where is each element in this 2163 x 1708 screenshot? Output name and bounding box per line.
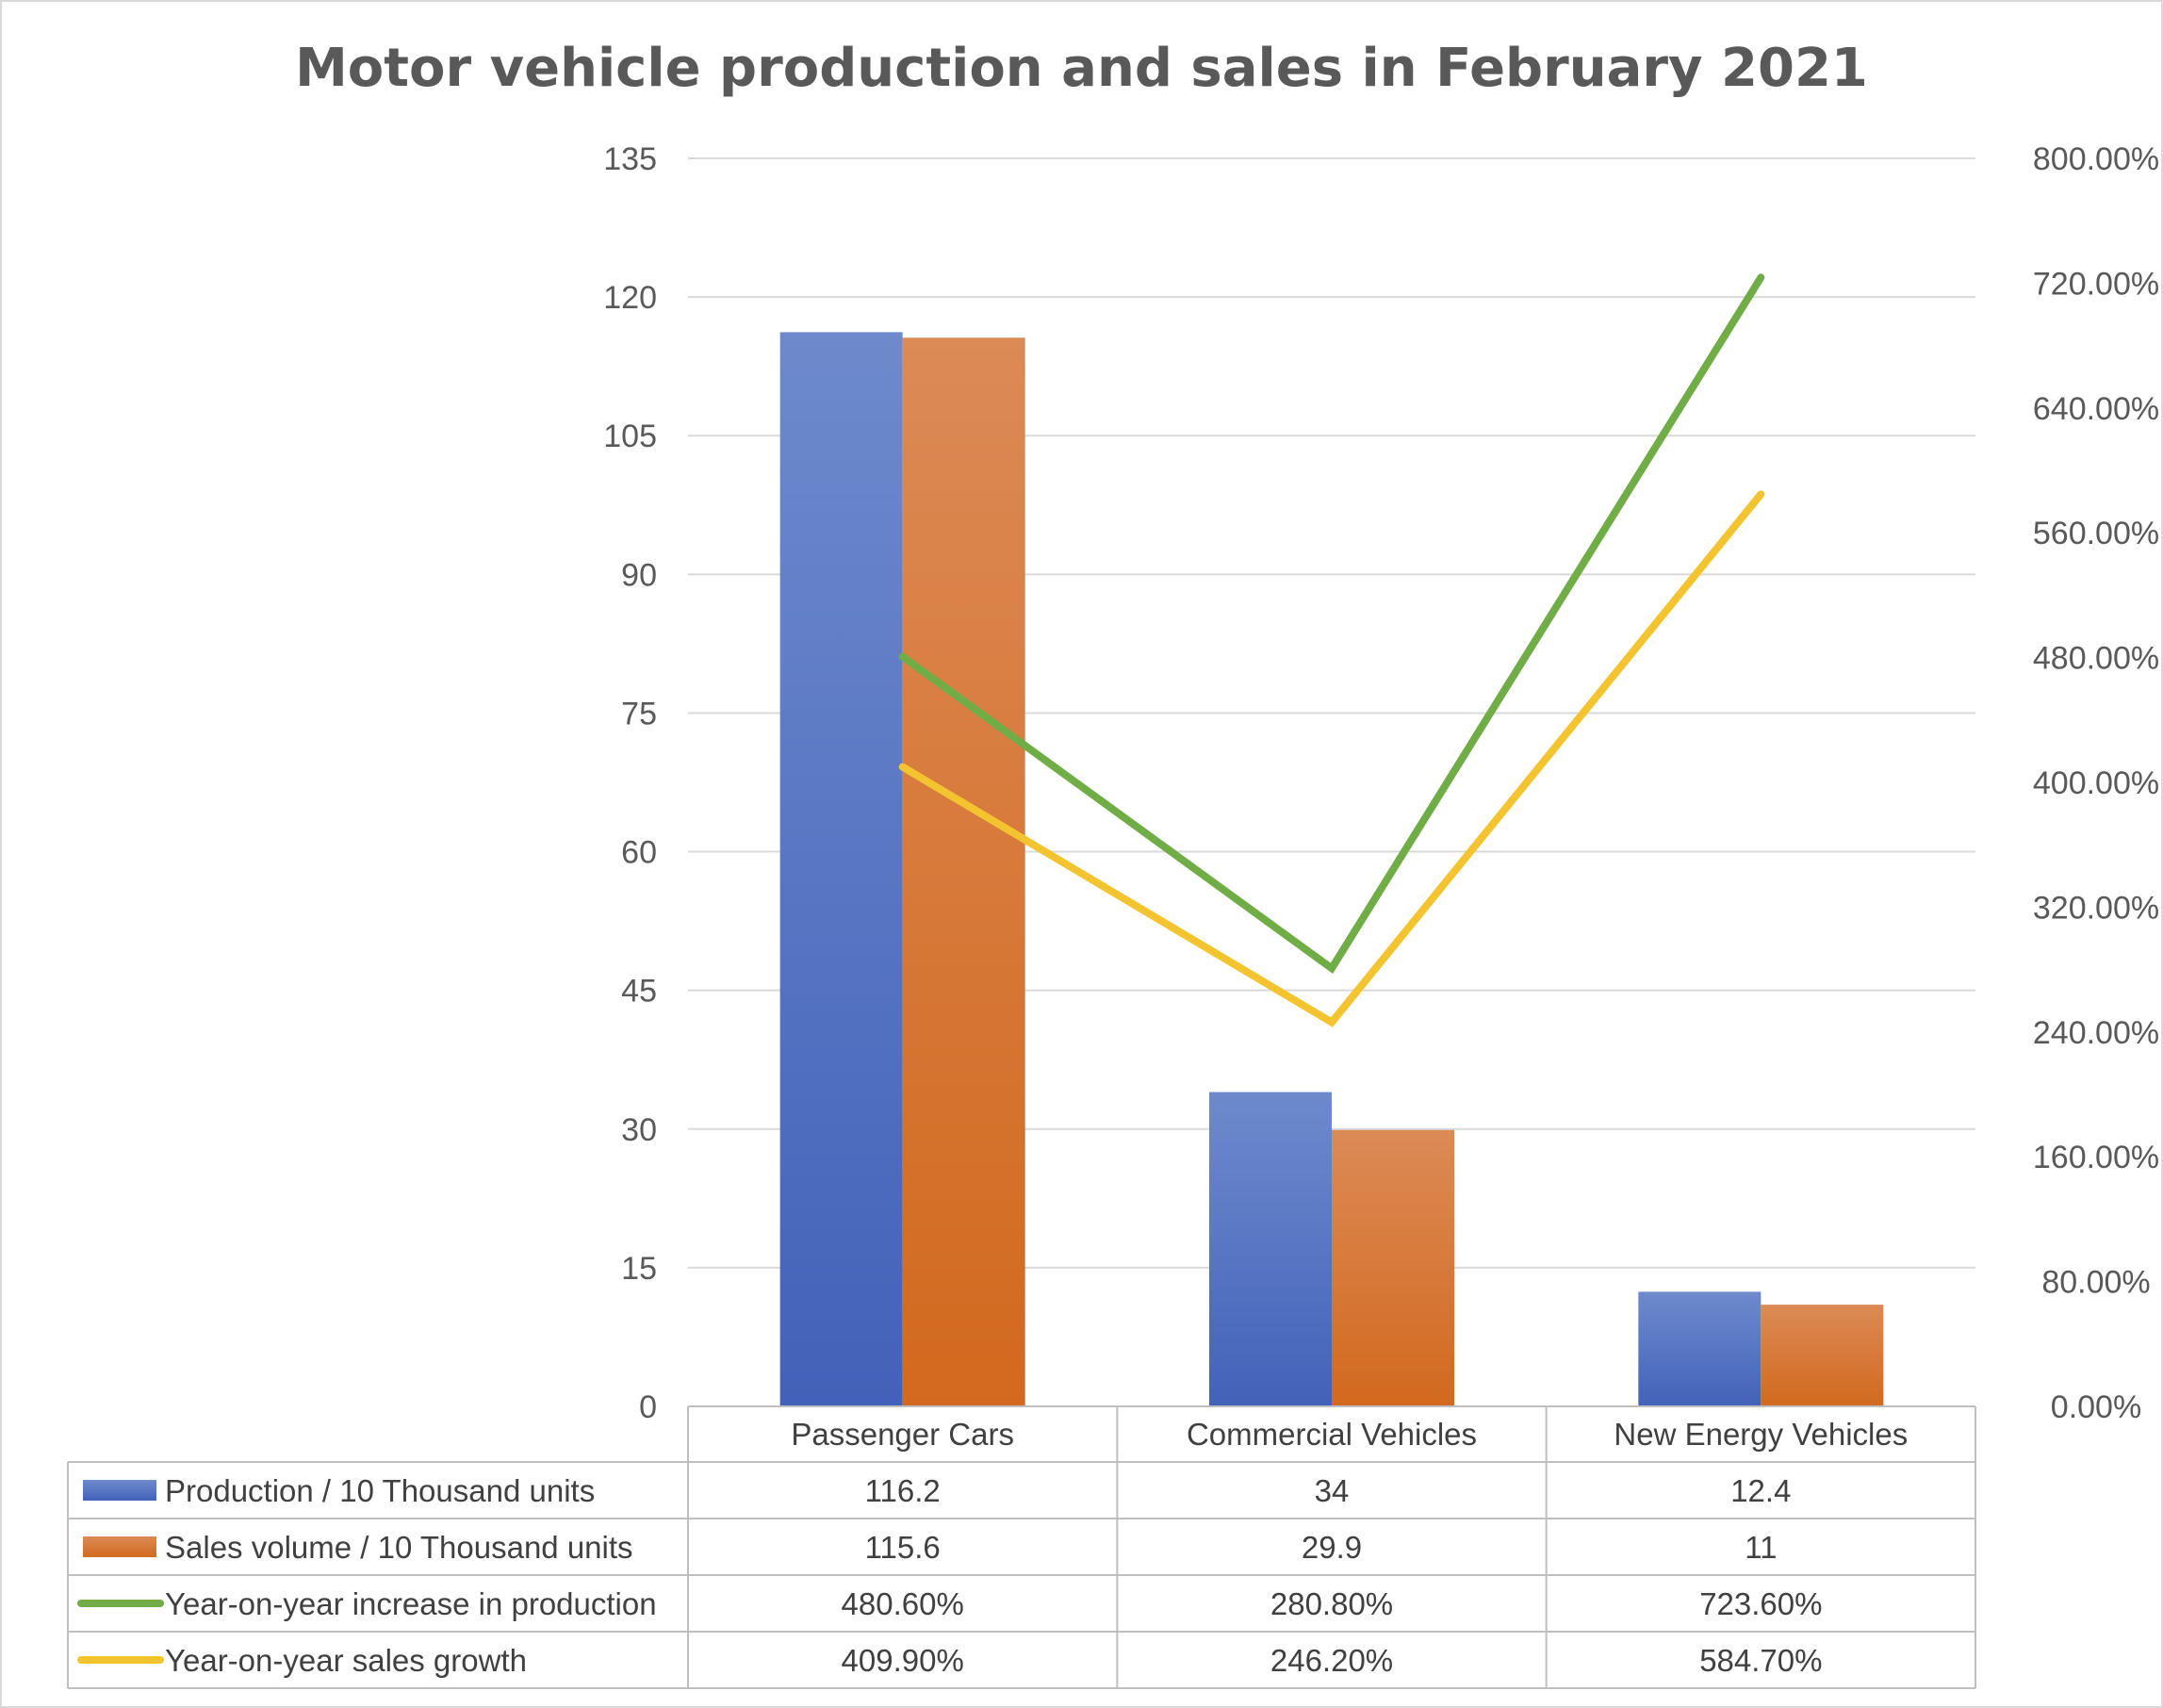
production-growth-line	[898, 273, 1765, 975]
right-axis-tick-label: 80.00%	[2041, 1265, 2150, 1301]
left-axis-tick-label: 15	[621, 1251, 657, 1287]
data-table-value: 246.20%	[1270, 1643, 1393, 1678]
category-label: Passenger Cars	[791, 1417, 1014, 1452]
right-axis-tick-label: 480.00%	[2033, 641, 2159, 677]
right-axis-tick-label: 560.00%	[2033, 516, 2159, 551]
category-label: Commercial Vehicles	[1187, 1417, 1477, 1452]
legend-key-1	[83, 1536, 156, 1557]
left-axis-tick-label: 60	[621, 835, 657, 871]
left-axis-tick-label: 105	[603, 419, 657, 454]
data-table-value: 584.70%	[1699, 1643, 1822, 1678]
bar-sales-1	[1332, 1129, 1454, 1406]
bar-production-2	[1638, 1291, 1762, 1406]
data-table-value: 29.9	[1302, 1530, 1362, 1565]
chart-title: Motor vehicle production and sales in Fe…	[295, 38, 1868, 99]
data-table-value: 480.60%	[842, 1586, 964, 1621]
legend-key-0	[83, 1480, 156, 1501]
series-name: Sales volume / 10 Thousand units	[165, 1530, 633, 1565]
left-axis-tick-label: 135	[603, 141, 657, 177]
left-axis-tick-label: 45	[621, 974, 657, 1010]
left-axis-tick-label: 90	[621, 557, 657, 593]
right-axis-tick-label: 640.00%	[2033, 391, 2159, 427]
right-axis-tick-label: 240.00%	[2033, 1015, 2159, 1051]
series-name: Year-on-year sales growth	[165, 1643, 527, 1678]
right-axis-tick-label: 0.00%	[2051, 1389, 2141, 1425]
data-table-value: 12.4	[1730, 1473, 1791, 1508]
data-table-value: 409.90%	[842, 1643, 964, 1678]
right-axis-tick-label: 320.00%	[2033, 890, 2159, 926]
left-axis-tick-label: 0	[639, 1389, 657, 1425]
bar-production-0	[779, 332, 903, 1406]
data-table-value: 34	[1315, 1473, 1350, 1508]
left-axis-tick-label: 30	[621, 1112, 657, 1148]
bar-sales-0	[902, 337, 1025, 1407]
right-axis-tick-label: 160.00%	[2033, 1140, 2159, 1175]
data-table-value: 116.2	[865, 1473, 941, 1508]
series-name: Year-on-year increase in production	[165, 1586, 657, 1621]
right-axis-tick-label: 720.00%	[2033, 266, 2159, 302]
data-table-value: 115.6	[865, 1530, 941, 1565]
sales-growth-line	[898, 490, 1765, 1027]
data-table-value: 723.60%	[1699, 1586, 1822, 1621]
bar-production-1	[1209, 1092, 1332, 1406]
left-axis-tick-label: 75	[621, 696, 657, 731]
data-table-value: 280.80%	[1270, 1586, 1393, 1621]
data-table-value: 11	[1745, 1530, 1777, 1565]
left-axis-tick-label: 120	[603, 280, 657, 316]
right-axis-tick-label: 400.00%	[2033, 765, 2159, 801]
bar-sales-2	[1761, 1305, 1884, 1406]
category-label: New Energy Vehicles	[1614, 1417, 1908, 1452]
series-name: Production / 10 Thousand units	[165, 1473, 595, 1508]
right-axis-tick-label: 800.00%	[2033, 141, 2159, 177]
